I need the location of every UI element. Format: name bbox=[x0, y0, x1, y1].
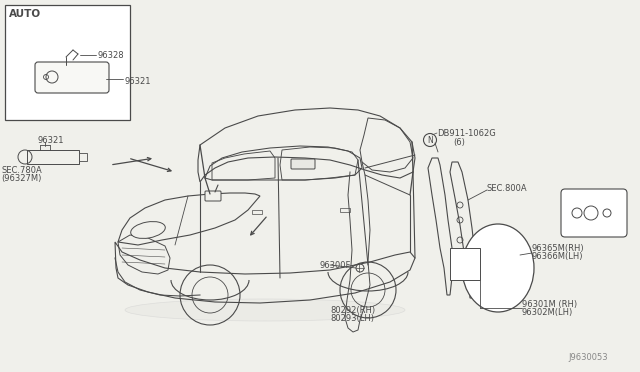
Text: 96321: 96321 bbox=[124, 77, 150, 86]
FancyBboxPatch shape bbox=[561, 189, 627, 237]
Bar bbox=[79, 153, 87, 161]
Text: 96366M(LH): 96366M(LH) bbox=[532, 253, 584, 262]
FancyBboxPatch shape bbox=[35, 62, 109, 93]
Text: 96300F: 96300F bbox=[320, 260, 351, 269]
Ellipse shape bbox=[462, 224, 534, 312]
Bar bbox=[340, 208, 350, 212]
Bar bbox=[252, 210, 262, 214]
Text: 96365M(RH): 96365M(RH) bbox=[532, 244, 584, 253]
Text: SEC.780A: SEC.780A bbox=[1, 166, 42, 174]
Text: 80292(RH): 80292(RH) bbox=[330, 305, 375, 314]
Ellipse shape bbox=[125, 299, 405, 321]
Text: 96302M(LH): 96302M(LH) bbox=[522, 308, 573, 317]
Text: (6): (6) bbox=[453, 138, 465, 147]
Text: J9630053: J9630053 bbox=[568, 353, 607, 362]
Bar bbox=[27, 150, 79, 164]
Bar bbox=[450, 248, 480, 280]
Text: (96327M): (96327M) bbox=[1, 173, 42, 183]
Text: N: N bbox=[427, 135, 433, 144]
Bar bbox=[5, 5, 130, 120]
Text: 80293(LH): 80293(LH) bbox=[330, 314, 374, 323]
FancyBboxPatch shape bbox=[291, 159, 315, 169]
Text: 96328: 96328 bbox=[97, 51, 124, 60]
FancyBboxPatch shape bbox=[205, 191, 221, 201]
Text: 96321: 96321 bbox=[37, 135, 63, 144]
Text: SEC.800A: SEC.800A bbox=[487, 183, 527, 192]
Text: AUTO: AUTO bbox=[9, 9, 41, 19]
Text: 96301M (RH): 96301M (RH) bbox=[522, 301, 577, 310]
Text: DB911-1062G: DB911-1062G bbox=[437, 128, 496, 138]
Ellipse shape bbox=[131, 222, 165, 238]
